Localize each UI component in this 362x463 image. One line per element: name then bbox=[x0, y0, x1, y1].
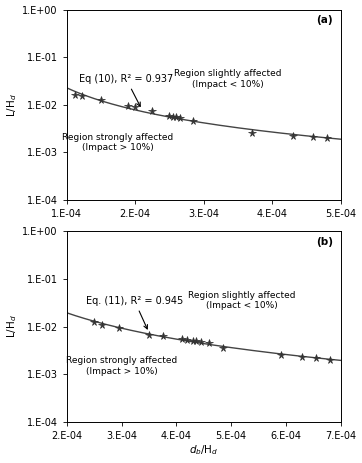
Y-axis label: L/H$_d$: L/H$_d$ bbox=[5, 315, 19, 338]
Text: Region slightly affected
(Impact < 10%): Region slightly affected (Impact < 10%) bbox=[174, 69, 282, 88]
Text: (a): (a) bbox=[316, 15, 333, 25]
Text: (b): (b) bbox=[316, 237, 333, 247]
Text: Eq (10), R² = 0.937: Eq (10), R² = 0.937 bbox=[79, 74, 173, 106]
Text: Eq. (11), R² = 0.945: Eq. (11), R² = 0.945 bbox=[86, 296, 183, 329]
Text: Region strongly affected
(Impact > 10%): Region strongly affected (Impact > 10%) bbox=[63, 133, 174, 152]
Y-axis label: L/H$_d$: L/H$_d$ bbox=[5, 93, 19, 117]
Text: Region strongly affected
(Impact > 10%): Region strongly affected (Impact > 10%) bbox=[66, 356, 177, 375]
Text: Region slightly affected
(Impact < 10%): Region slightly affected (Impact < 10%) bbox=[188, 291, 296, 310]
X-axis label: $d_b$/H$_d$: $d_b$/H$_d$ bbox=[189, 444, 219, 457]
